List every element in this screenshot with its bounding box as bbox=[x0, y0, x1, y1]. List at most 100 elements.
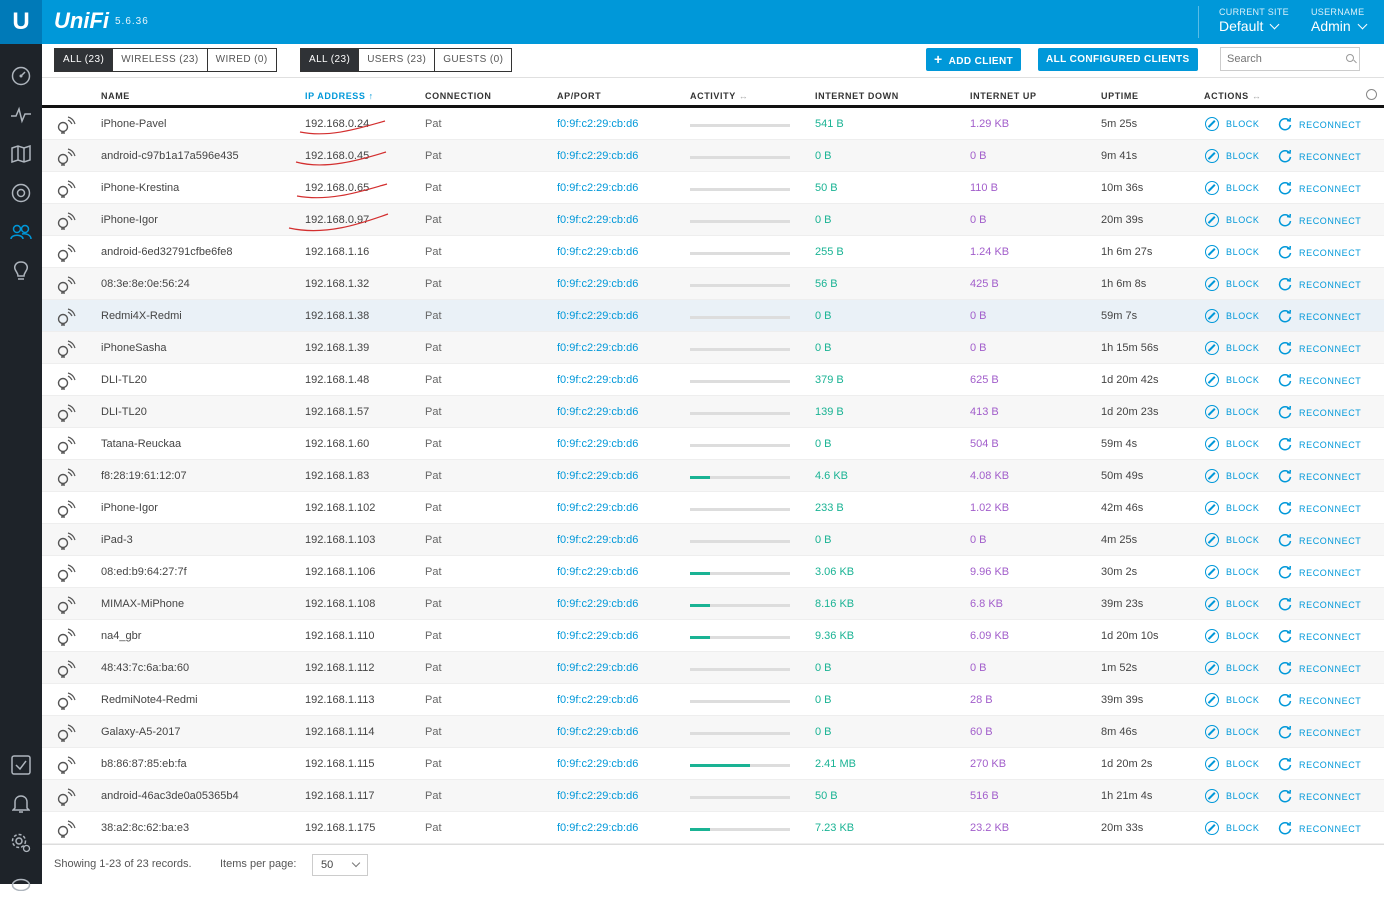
table-row[interactable]: iPhone-Pavel 192.168.0.24 Pat f0:9f:c2:29:c… bbox=[42, 108, 1384, 140]
filter-guests[interactable]: GUESTS (0) bbox=[443, 54, 504, 65]
client-ap-port-link[interactable]: f0:9f:c2:29:cb:d6 bbox=[557, 406, 639, 418]
table-row[interactable]: iPhoneSasha 192.168.1.39 Pat f0:9f:c2:29:cb… bbox=[42, 332, 1384, 364]
user-menu[interactable]: USERNAME Admin bbox=[1311, 7, 1368, 34]
block-button[interactable]: BLOCK bbox=[1205, 213, 1260, 227]
block-button[interactable]: BLOCK bbox=[1205, 725, 1260, 739]
block-button[interactable]: BLOCK bbox=[1205, 565, 1260, 579]
client-name[interactable]: MIMAX-MiPhone bbox=[101, 598, 185, 610]
client-ap-port-link[interactable]: f0:9f:c2:29:cb:d6 bbox=[557, 630, 639, 642]
block-button[interactable]: BLOCK bbox=[1205, 373, 1260, 387]
settings-gear-icon[interactable] bbox=[7, 829, 35, 857]
reconnect-button[interactable]: RECONNECT bbox=[1278, 341, 1361, 357]
block-button[interactable]: BLOCK bbox=[1205, 501, 1260, 515]
client-name[interactable]: Galaxy-A5-2017 bbox=[101, 726, 181, 738]
reconnect-button[interactable]: RECONNECT bbox=[1278, 373, 1361, 389]
client-name[interactable]: iPhone-Krestina bbox=[101, 182, 180, 194]
client-ap-port-link[interactable]: f0:9f:c2:29:cb:d6 bbox=[557, 246, 639, 258]
block-button[interactable]: BLOCK bbox=[1205, 469, 1260, 483]
block-button[interactable]: BLOCK bbox=[1205, 245, 1260, 259]
items-per-page-select[interactable]: 50 bbox=[312, 854, 368, 876]
statistics-icon[interactable] bbox=[7, 101, 35, 129]
alerts-check-icon[interactable] bbox=[7, 751, 35, 779]
reconnect-button[interactable]: RECONNECT bbox=[1278, 309, 1361, 325]
table-row[interactable]: DLI-TL20 192.168.1.57 Pat f0:9f:c2:29:cb:d6… bbox=[42, 396, 1384, 428]
client-ap-port-link[interactable]: f0:9f:c2:29:cb:d6 bbox=[557, 342, 639, 354]
client-ap-port-link[interactable]: f0:9f:c2:29:cb:d6 bbox=[557, 278, 639, 290]
client-ap-port-link[interactable]: f0:9f:c2:29:cb:d6 bbox=[557, 758, 639, 770]
client-ap-port-link[interactable]: f0:9f:c2:29:cb:d6 bbox=[557, 790, 639, 802]
table-row[interactable]: b8:86:87:85:eb:fa 192.168.1.115 Pat f0:9f:c… bbox=[42, 748, 1384, 780]
reconnect-button[interactable]: RECONNECT bbox=[1278, 789, 1361, 805]
filter-all-users[interactable]: ALL (23) bbox=[301, 49, 360, 71]
reconnect-button[interactable]: RECONNECT bbox=[1278, 181, 1361, 197]
block-button[interactable]: BLOCK bbox=[1205, 693, 1260, 707]
block-button[interactable]: BLOCK bbox=[1205, 757, 1260, 771]
client-ap-port-link[interactable]: f0:9f:c2:29:cb:d6 bbox=[557, 534, 639, 546]
client-name[interactable]: b8:86:87:85:eb:fa bbox=[101, 758, 187, 770]
client-name[interactable]: 08:ed:b9:64:27:7f bbox=[101, 566, 187, 578]
block-button[interactable]: BLOCK bbox=[1205, 789, 1260, 803]
reconnect-button[interactable]: RECONNECT bbox=[1278, 213, 1361, 229]
reconnect-button[interactable]: RECONNECT bbox=[1278, 437, 1361, 453]
client-ap-port-link[interactable]: f0:9f:c2:29:cb:d6 bbox=[557, 214, 639, 226]
reconnect-button[interactable]: RECONNECT bbox=[1278, 693, 1361, 709]
client-name[interactable]: iPhoneSasha bbox=[101, 342, 167, 354]
client-ap-port-link[interactable]: f0:9f:c2:29:cb:d6 bbox=[557, 150, 639, 162]
reconnect-button[interactable]: RECONNECT bbox=[1278, 725, 1361, 741]
client-name[interactable]: iPhone-Igor bbox=[101, 214, 158, 226]
client-name[interactable]: android-c97b1a17a596e435 bbox=[101, 150, 239, 162]
table-row[interactable]: android-6ed32791cfbe6fe8 192.168.1.16 Pat f… bbox=[42, 236, 1384, 268]
devices-icon[interactable] bbox=[7, 179, 35, 207]
client-name[interactable]: DLI-TL20 bbox=[101, 406, 147, 418]
table-row[interactable]: 08:3e:8e:0e:56:24 192.168.1.32 Pat f0:9f:c2… bbox=[42, 268, 1384, 300]
filter-wired[interactable]: WIRED (0) bbox=[215, 54, 268, 65]
col-uptime[interactable]: UPTIME bbox=[1101, 91, 1139, 101]
chat-bubble-icon[interactable] bbox=[7, 869, 35, 897]
client-ap-port-link[interactable]: f0:9f:c2:29:cb:d6 bbox=[557, 502, 639, 514]
add-client-button[interactable]: + ADD CLIENT bbox=[926, 48, 1022, 71]
all-configured-clients-button[interactable]: ALL CONFIGURED CLIENTS bbox=[1038, 48, 1198, 71]
client-ap-port-link[interactable]: f0:9f:c2:29:cb:d6 bbox=[557, 726, 639, 738]
client-name[interactable]: 48:43:7c:6a:ba:60 bbox=[101, 662, 190, 674]
client-ap-port-link[interactable]: f0:9f:c2:29:cb:d6 bbox=[557, 822, 639, 834]
block-button[interactable]: BLOCK bbox=[1205, 405, 1260, 419]
ubiquiti-logo-icon[interactable]: U bbox=[0, 0, 42, 44]
client-name[interactable]: iPhone-Pavel bbox=[101, 118, 167, 130]
reconnect-button[interactable]: RECONNECT bbox=[1278, 277, 1361, 293]
map-icon[interactable] bbox=[7, 140, 35, 168]
reconnect-button[interactable]: RECONNECT bbox=[1278, 149, 1361, 165]
table-row[interactable]: RedmiNote4-Redmi 192.168.1.113 Pat f0:9f:c2… bbox=[42, 684, 1384, 716]
client-name[interactable]: RedmiNote4-Redmi bbox=[101, 694, 198, 706]
table-row[interactable]: iPhone-Krestina 192.168.0.65 Pat f0:9f:c2:2… bbox=[42, 172, 1384, 204]
block-button[interactable]: BLOCK bbox=[1205, 277, 1260, 291]
block-button[interactable]: BLOCK bbox=[1205, 821, 1260, 835]
client-ap-port-link[interactable]: f0:9f:c2:29:cb:d6 bbox=[557, 438, 639, 450]
table-row[interactable]: na4_gbr 192.168.1.110 Pat f0:9f:c2:29:cb:d6… bbox=[42, 620, 1384, 652]
table-row[interactable]: android-46ac3de0a05365b4 192.168.1.117 Pat… bbox=[42, 780, 1384, 812]
block-button[interactable]: BLOCK bbox=[1205, 117, 1260, 131]
reconnect-button[interactable]: RECONNECT bbox=[1278, 821, 1361, 837]
reconnect-button[interactable]: RECONNECT bbox=[1278, 661, 1361, 677]
column-settings-gear-icon[interactable] bbox=[1366, 89, 1377, 100]
clients-icon[interactable] bbox=[7, 218, 35, 246]
col-name[interactable]: NAME bbox=[101, 91, 130, 101]
reconnect-button[interactable]: RECONNECT bbox=[1278, 533, 1361, 549]
table-row[interactable]: Tatana-Reuckaa 192.168.1.60 Pat f0:9f:c2:29… bbox=[42, 428, 1384, 460]
reconnect-button[interactable]: RECONNECT bbox=[1278, 501, 1361, 517]
filter-all-connection[interactable]: ALL (23) bbox=[55, 49, 114, 71]
table-row[interactable]: 38:a2:8c:62:ba:e3 192.168.1.175 Pat f0:9f:c… bbox=[42, 812, 1384, 844]
client-name[interactable]: f8:28:19:61:12:07 bbox=[101, 470, 187, 482]
block-button[interactable]: BLOCK bbox=[1205, 181, 1260, 195]
client-name[interactable]: 38:a2:8c:62:ba:e3 bbox=[101, 822, 190, 834]
col-connection[interactable]: CONNECTION bbox=[425, 91, 492, 101]
client-ap-port-link[interactable]: f0:9f:c2:29:cb:d6 bbox=[557, 598, 639, 610]
col-ap-port[interactable]: AP/PORT bbox=[557, 91, 602, 101]
client-name[interactable]: 08:3e:8e:0e:56:24 bbox=[101, 278, 190, 290]
block-button[interactable]: BLOCK bbox=[1205, 309, 1260, 323]
table-row[interactable]: f8:28:19:61:12:07 192.168.1.83 Pat f0:9f:c2… bbox=[42, 460, 1384, 492]
insights-icon[interactable] bbox=[7, 257, 35, 285]
table-row[interactable]: MIMAX-MiPhone 192.168.1.108 Pat f0:9f:c2:29… bbox=[42, 588, 1384, 620]
reconnect-button[interactable]: RECONNECT bbox=[1278, 245, 1361, 261]
client-name[interactable]: android-6ed32791cfbe6fe8 bbox=[101, 246, 233, 258]
table-row[interactable]: 08:ed:b9:64:27:7f 192.168.1.106 Pat f0:9f:c… bbox=[42, 556, 1384, 588]
